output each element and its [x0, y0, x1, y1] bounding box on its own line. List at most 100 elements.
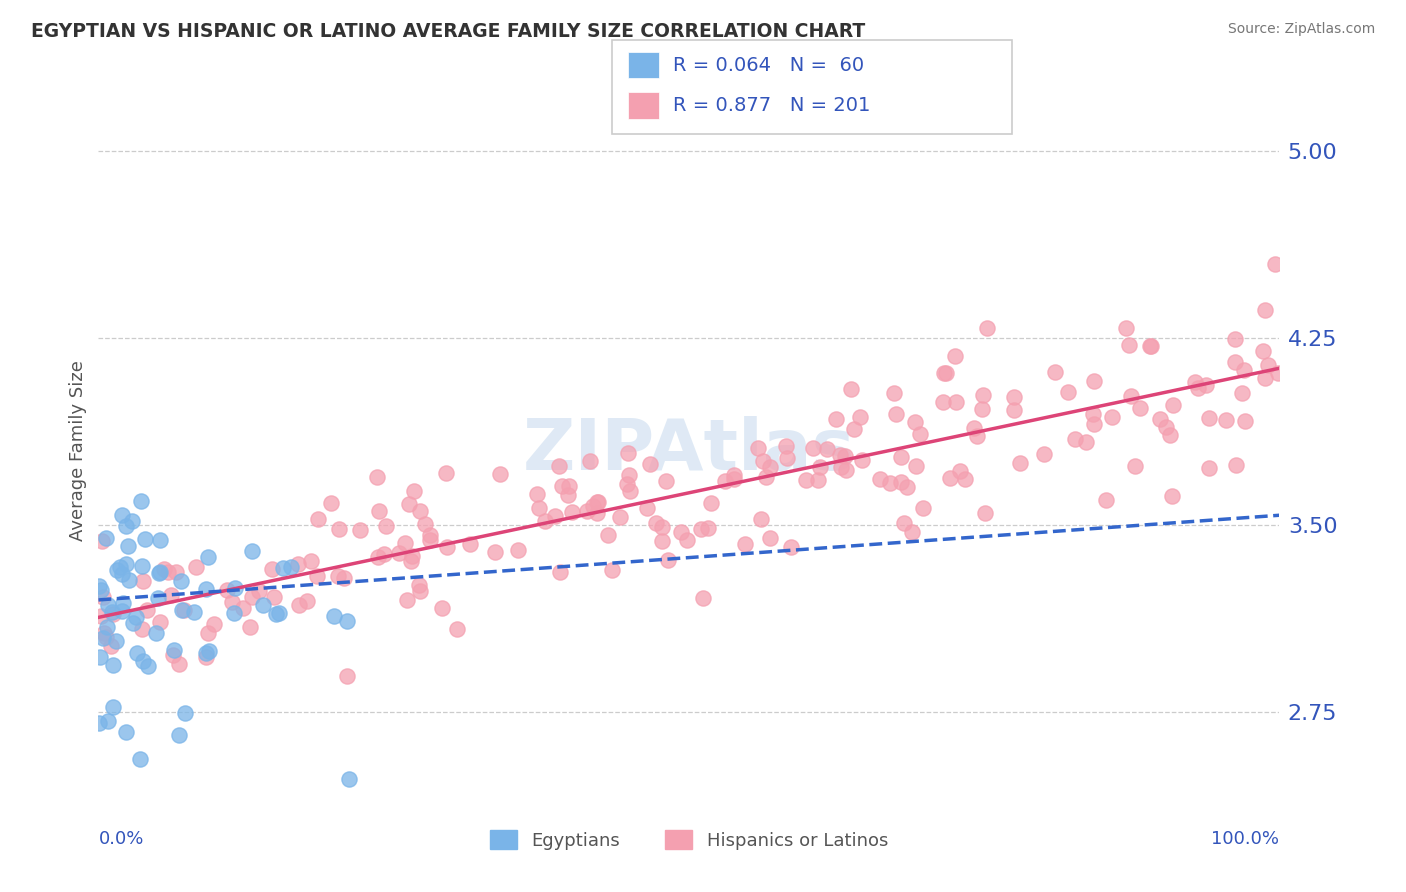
Point: [117, 539, 139, 553]
Text: R = 0.064   N =  60: R = 0.064 N = 60: [673, 55, 865, 75]
Point: [195, 646, 218, 660]
Point: [242, 544, 264, 558]
Point: [366, 470, 388, 484]
Point: [1233, 414, 1256, 428]
Point: [1194, 377, 1216, 392]
Point: [263, 591, 285, 605]
Point: [1076, 434, 1098, 449]
Point: [747, 442, 769, 456]
Point: [669, 524, 692, 539]
Point: [125, 610, 148, 624]
Point: [1002, 390, 1025, 404]
Point: [609, 510, 631, 524]
Point: [252, 599, 274, 613]
Point: [844, 422, 866, 436]
Point: [1083, 417, 1105, 432]
Point: [202, 617, 225, 632]
Point: [401, 549, 423, 563]
Point: [550, 566, 572, 580]
Point: [162, 648, 184, 662]
Point: [488, 467, 510, 481]
Point: [815, 442, 838, 456]
Point: [939, 471, 962, 485]
Point: [101, 605, 124, 619]
Point: [165, 565, 187, 579]
Point: [94, 532, 117, 546]
Point: [758, 531, 780, 545]
Point: [776, 451, 799, 466]
Point: [148, 566, 170, 580]
Point: [100, 640, 122, 654]
Point: [934, 366, 956, 380]
Point: [169, 574, 191, 589]
Point: [1225, 355, 1247, 369]
Point: [131, 622, 153, 636]
Point: [93, 626, 115, 640]
Point: [1032, 447, 1054, 461]
Point: [94, 630, 117, 644]
Point: [619, 468, 641, 483]
Point: [217, 583, 239, 598]
Point: [1121, 389, 1143, 403]
Point: [396, 592, 419, 607]
Point: [97, 598, 120, 612]
Point: [1198, 411, 1220, 425]
Point: [336, 669, 359, 683]
Point: [224, 607, 246, 621]
Point: [638, 457, 661, 471]
Point: [118, 573, 141, 587]
Point: [419, 528, 441, 542]
Point: [1198, 461, 1220, 475]
Point: [122, 615, 145, 630]
Point: [90, 609, 112, 624]
Point: [851, 452, 873, 467]
Point: [723, 468, 745, 483]
Point: [398, 497, 420, 511]
Point: [526, 487, 548, 501]
Point: [1215, 413, 1237, 427]
Point: [328, 521, 350, 535]
Point: [131, 558, 153, 573]
Point: [90, 533, 112, 548]
Point: [125, 647, 148, 661]
Point: [651, 520, 673, 534]
Point: [446, 622, 468, 636]
Point: [943, 349, 966, 363]
Point: [332, 571, 354, 585]
Point: [883, 385, 905, 400]
Point: [558, 479, 581, 493]
Point: [849, 410, 872, 425]
Point: [264, 607, 287, 621]
Point: [890, 450, 912, 465]
Point: [794, 473, 817, 487]
Point: [506, 542, 529, 557]
Point: [434, 466, 457, 480]
Point: [585, 506, 607, 520]
Point: [152, 562, 174, 576]
Point: [830, 460, 852, 475]
Point: [586, 494, 609, 508]
Point: [103, 700, 125, 714]
Point: [1159, 428, 1181, 442]
Point: [409, 504, 432, 518]
Point: [129, 494, 152, 508]
Text: EGYPTIAN VS HISPANIC OR LATINO AVERAGE FAMILY SIZE CORRELATION CHART: EGYPTIAN VS HISPANIC OR LATINO AVERAGE F…: [31, 22, 865, 41]
Point: [173, 602, 195, 616]
Point: [1083, 407, 1105, 421]
Point: [1154, 420, 1177, 434]
Point: [111, 508, 134, 522]
Point: [184, 560, 207, 574]
Point: [904, 458, 927, 473]
Point: [326, 568, 349, 582]
Point: [146, 591, 169, 605]
Point: [1010, 457, 1032, 471]
Point: [432, 600, 454, 615]
Point: [157, 565, 180, 579]
Point: [1139, 339, 1161, 353]
Point: [972, 402, 994, 417]
Point: [238, 620, 260, 634]
Point: [972, 387, 994, 401]
Point: [90, 582, 112, 597]
Point: [692, 591, 714, 605]
Point: [197, 550, 219, 565]
